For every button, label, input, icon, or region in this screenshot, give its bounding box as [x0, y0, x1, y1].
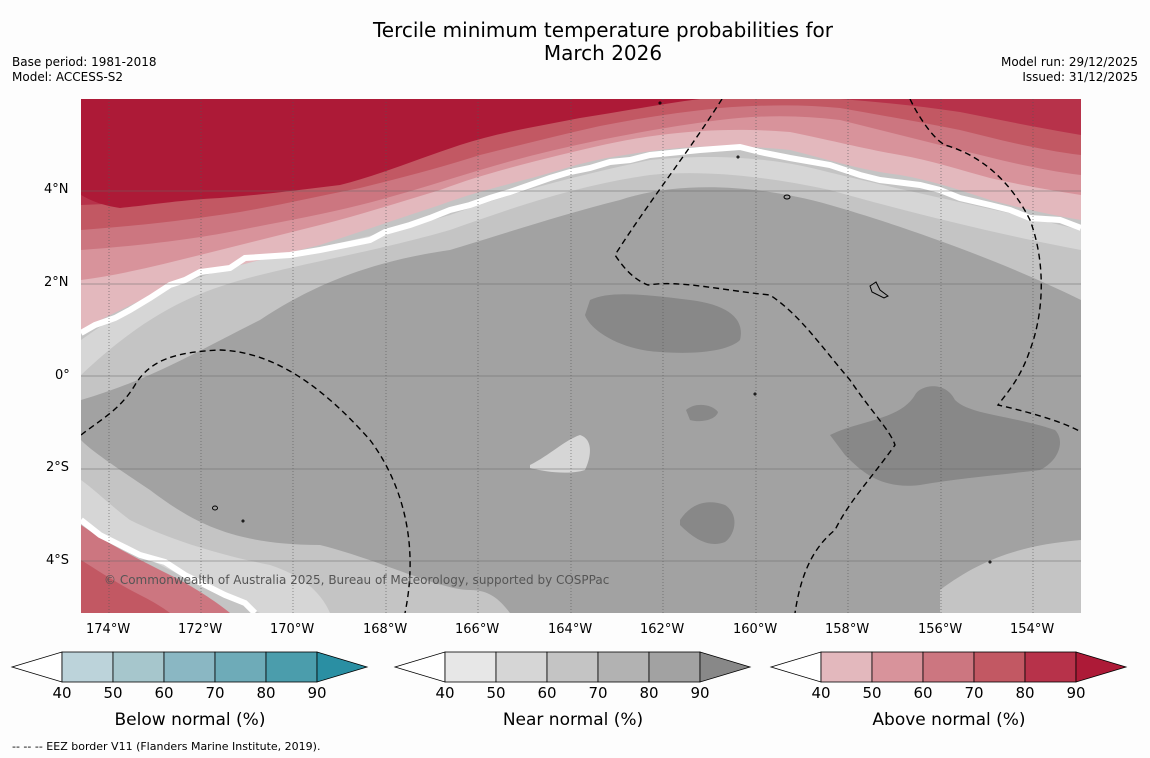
lon-label: 158°W — [825, 622, 870, 637]
latitude-lines — [81, 190, 1081, 562]
near-normal-70-zone — [81, 187, 1081, 613]
cb-tick: 90 — [690, 684, 710, 702]
lat-label: 4°S — [46, 553, 70, 568]
cb-tick: 60 — [537, 684, 557, 702]
cb-tick: 60 — [154, 684, 174, 702]
islands — [212, 101, 992, 564]
colorbar-below-normal — [10, 651, 369, 683]
near-normal-50-patch — [530, 435, 590, 473]
cb-tick: 90 — [307, 684, 327, 702]
cb-tick: 80 — [256, 684, 276, 702]
model-name: Model: ACCESS-S2 — [12, 70, 124, 84]
lon-label: 166°W — [455, 622, 500, 637]
cb-tick: 90 — [1066, 684, 1086, 702]
eez-borders — [81, 99, 1081, 613]
meta-left: Base period: 1981-2018 Model: ACCESS-S2 — [12, 55, 157, 85]
colorbar-title-near: Near normal (%) — [502, 710, 644, 730]
lon-label: 168°W — [363, 622, 408, 637]
title-line-2: March 2026 — [543, 41, 663, 65]
title-line-1: Tercile minimum temperature probabilitie… — [372, 18, 834, 42]
lat-label: 4°N — [44, 182, 69, 197]
lon-label: 154°W — [1010, 622, 1055, 637]
above-normal-lower-left-inner — [81, 560, 170, 613]
lon-label: 160°W — [733, 622, 778, 637]
cb-tick: 80 — [639, 684, 659, 702]
issued-date: Issued: 31/12/2025 — [1022, 70, 1138, 84]
eez-footnote: -- -- -- EEZ border V11 (Flanders Marine… — [12, 740, 321, 753]
cb-tick: 40 — [811, 684, 831, 702]
cb-tick: 40 — [52, 684, 72, 702]
near-normal-lower-band — [81, 480, 330, 613]
lat-label: 2°N — [44, 275, 69, 290]
lat-label: 2°S — [46, 460, 70, 475]
near-normal-80-patch-3 — [686, 404, 718, 422]
cb-tick: 50 — [103, 684, 123, 702]
cb-tick: 50 — [486, 684, 506, 702]
colorbar-near-normal — [393, 651, 752, 683]
near-normal-50-band — [81, 157, 1081, 375]
model-run: Model run: 29/12/2025 — [1000, 55, 1138, 69]
cb-tick: 70 — [588, 684, 608, 702]
cb-tick: 50 — [862, 684, 882, 702]
lon-label: 156°W — [918, 622, 963, 637]
cb-tick: 80 — [1015, 684, 1035, 702]
near-normal-80-patch-4 — [680, 502, 735, 545]
lon-label: 164°W — [548, 622, 593, 637]
base-period: Base period: 1981-2018 — [12, 55, 157, 69]
colorbar-above-normal — [769, 651, 1128, 683]
probability-map — [81, 99, 1081, 613]
cb-tick: 70 — [205, 684, 225, 702]
cb-tick: 70 — [964, 684, 984, 702]
copyright-text: © Commonwealth of Australia 2025, Bureau… — [104, 573, 610, 587]
near-normal-80-patch-1 — [585, 294, 741, 353]
cb-tick: 60 — [913, 684, 933, 702]
lon-label: 162°W — [640, 622, 685, 637]
lon-label: 170°W — [270, 622, 315, 637]
meta-right: Model run: 29/12/2025 Issued: 31/12/2025 — [1001, 55, 1138, 85]
colorbar-title-below: Below normal (%) — [114, 710, 266, 730]
lat-label: 0° — [55, 368, 70, 383]
colorbar-title-above: Above normal (%) — [872, 710, 1026, 730]
near-normal-80-patch-2 — [830, 386, 1060, 486]
above-normal-90-band — [81, 99, 700, 208]
tercile-boundary-top — [81, 143, 1081, 336]
cb-tick: 40 — [435, 684, 455, 702]
lon-label: 174°W — [86, 622, 131, 637]
map-title: Tercile minimum temperature probabilitie… — [300, 19, 906, 65]
tercile-boundary-bottom — [81, 517, 258, 613]
lon-label: 172°W — [178, 622, 223, 637]
